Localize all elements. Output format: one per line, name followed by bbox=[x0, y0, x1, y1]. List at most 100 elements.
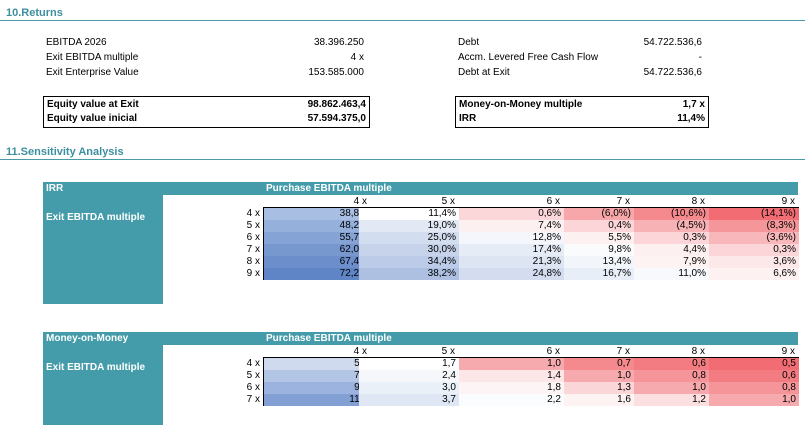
returns-right-label: Accm. Levered Free Cash Flow bbox=[458, 52, 599, 63]
mom-row-title: Exit EBITDA multiple bbox=[46, 362, 146, 373]
returns-section-rule bbox=[0, 20, 805, 21]
mom-cell: 9,1 bbox=[264, 382, 371, 394]
mom-header-label: Purchase EBITDA multiple bbox=[266, 333, 392, 344]
irr-cell: (6,0%) bbox=[564, 208, 634, 220]
mom-cell: 0,6 bbox=[634, 358, 709, 370]
irr-cell: 6,6% bbox=[709, 268, 799, 280]
mom-cell: 2,4 bbox=[359, 370, 459, 382]
mom-cell: 1,0 bbox=[634, 382, 709, 394]
sensitivity-section-title: 11.Sensitivity Analysis bbox=[6, 146, 124, 158]
irr-row-label: 5 x bbox=[246, 220, 260, 231]
irr-col-header: 4 x bbox=[353, 196, 367, 207]
equity-value-box: Equity value at Exit 98.862.463,4 Equity… bbox=[43, 96, 370, 128]
equity-value-inicial-value: 57.594.375,0 bbox=[307, 113, 366, 124]
returns-right-value: 54.722.536,6 bbox=[643, 67, 702, 78]
irr-cell: 62,0% bbox=[264, 244, 371, 256]
irr-col-header: 7 x bbox=[616, 196, 630, 207]
returns-left-label: Exit Enterprise Value bbox=[46, 67, 139, 78]
mom-cell: 7,1 bbox=[264, 370, 371, 382]
mom-cell: 5,1 bbox=[264, 358, 371, 370]
irr-cell: 38,2% bbox=[359, 268, 459, 280]
irr-cell: (14,1%) bbox=[709, 208, 799, 220]
irr-value: 11,4% bbox=[677, 113, 705, 124]
returns-left-value: 4 x bbox=[350, 52, 364, 63]
irr-cell: 72,2% bbox=[264, 268, 371, 280]
irr-cell: 3,6% bbox=[709, 256, 799, 268]
returns-section-title: 10.Returns bbox=[6, 7, 63, 19]
irr-row-label: 8 x bbox=[246, 256, 260, 267]
irr-row: IRR 11,4% bbox=[456, 112, 708, 126]
mom-row-label: 7 x bbox=[246, 394, 260, 405]
irr-cell: 24,8% bbox=[459, 268, 564, 280]
irr-cell: 7,9% bbox=[634, 256, 709, 268]
irr-cell: 21,3% bbox=[459, 256, 564, 268]
mom-cell: 0,6 bbox=[709, 370, 799, 382]
irr-cell: 34,4% bbox=[359, 256, 459, 268]
irr-header-bar: Purchase EBITDA multiple bbox=[163, 182, 798, 195]
irr-row-title: Exit EBITDA multiple bbox=[46, 212, 146, 223]
mom-row-label: 6 x bbox=[246, 382, 260, 393]
mom-cell: 1,7 bbox=[359, 358, 459, 370]
irr-cell: 67,4% bbox=[264, 256, 371, 268]
irr-col-header: 9 x bbox=[781, 196, 795, 207]
irr-label: IRR bbox=[459, 113, 477, 124]
irr-col-header: 8 x bbox=[691, 196, 705, 207]
mom-col-header: 6 x bbox=[546, 346, 560, 357]
returns-right-value: 54.722.536,6 bbox=[643, 37, 702, 48]
mom-cell: 11,1 bbox=[264, 394, 371, 406]
equity-value-inicial-label: Equity value inicial bbox=[47, 113, 138, 124]
irr-cell: 13,4% bbox=[564, 256, 634, 268]
mom-cell: 1,2 bbox=[634, 394, 709, 406]
returns-left-value: 38.396.250 bbox=[313, 37, 364, 48]
irr-col-header: 6 x bbox=[546, 196, 560, 207]
mom-row-label: 4 x bbox=[246, 358, 260, 369]
sensitivity-section-rule bbox=[0, 159, 805, 160]
irr-cell: 16,7% bbox=[564, 268, 634, 280]
returns-right-value: - bbox=[698, 52, 702, 63]
irr-cell: 11,0% bbox=[634, 268, 709, 280]
mom-col-header: 9 x bbox=[781, 346, 795, 357]
irr-panel: IRR Exit EBITDA multiple bbox=[43, 182, 163, 304]
irr-cell: 0,3% bbox=[709, 244, 799, 256]
irr-row-label: 9 x bbox=[246, 268, 260, 279]
irr-cell: 0,4% bbox=[564, 220, 634, 232]
irr-cell: 5,5% bbox=[564, 232, 634, 244]
mom-panel: Money-on-Money Exit EBITDA multiple bbox=[43, 332, 163, 425]
irr-cell: 4,4% bbox=[634, 244, 709, 256]
irr-cell: 25,0% bbox=[359, 232, 459, 244]
irr-cell: 48,2% bbox=[264, 220, 371, 232]
irr-header-label: Purchase EBITDA multiple bbox=[266, 183, 392, 194]
irr-cell: (3,6%) bbox=[709, 232, 799, 244]
returns-left-label: Exit EBITDA multiple bbox=[46, 52, 139, 63]
irr-panel-label: IRR bbox=[46, 183, 64, 194]
mom-cell: 1,6 bbox=[564, 394, 634, 406]
mom-row-label: 5 x bbox=[246, 370, 260, 381]
equity-value-at-exit-value: 98.862.463,4 bbox=[307, 99, 366, 110]
mom-col-header: 7 x bbox=[616, 346, 630, 357]
irr-row-label: 4 x bbox=[246, 208, 260, 219]
mom-panel-label: Money-on-Money bbox=[46, 333, 129, 344]
mom-cell: 1,0 bbox=[459, 358, 564, 370]
mom-cell: 0,7 bbox=[564, 358, 634, 370]
mom-cell: 3,7 bbox=[359, 394, 459, 406]
mom-cell: 0,8 bbox=[634, 370, 709, 382]
mom-cell: 1,8 bbox=[459, 382, 564, 394]
equity-value-at-exit-row: Equity value at Exit 98.862.463,4 bbox=[44, 98, 369, 112]
equity-value-inicial-row: Equity value inicial 57.594.375,0 bbox=[44, 112, 369, 126]
mom-col-header: 4 x bbox=[353, 346, 367, 357]
mom-irr-box: Money-on-Money multiple 1,7 x IRR 11,4% bbox=[455, 96, 709, 128]
irr-row-label: 6 x bbox=[246, 232, 260, 243]
mom-cell: 0,8 bbox=[709, 382, 799, 394]
mom-cell: 1,0 bbox=[709, 394, 799, 406]
irr-cell: 17,4% bbox=[459, 244, 564, 256]
mom-cell: 1,0 bbox=[564, 370, 634, 382]
irr-grid bbox=[263, 207, 799, 280]
irr-cell: 19,0% bbox=[359, 220, 459, 232]
irr-cell: 12,8% bbox=[459, 232, 564, 244]
equity-value-at-exit-label: Equity value at Exit bbox=[47, 99, 139, 110]
irr-cell: 7,4% bbox=[459, 220, 564, 232]
returns-left-label: EBITDA 2026 bbox=[46, 37, 107, 48]
mom-cell: 3,0 bbox=[359, 382, 459, 394]
mom-cell: 0,5 bbox=[709, 358, 799, 370]
mom-multiple-value: 1,7 x bbox=[682, 99, 705, 110]
